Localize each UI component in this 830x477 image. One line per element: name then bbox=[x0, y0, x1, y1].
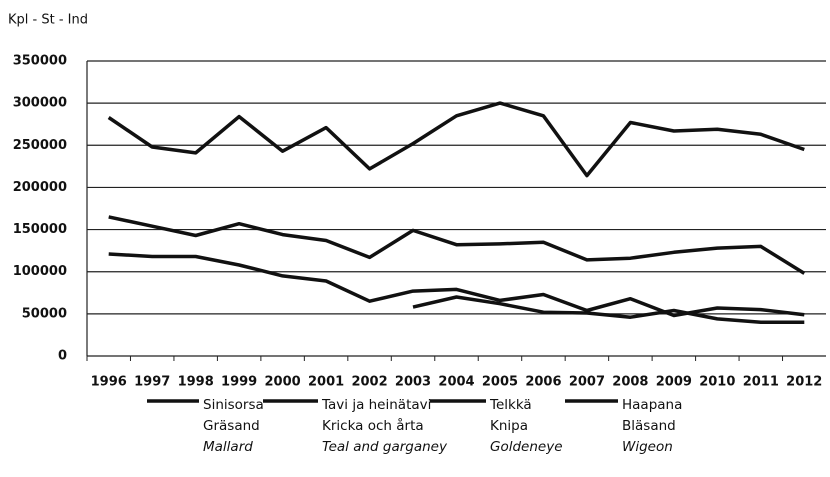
x-tick-label: 2011 bbox=[743, 375, 779, 390]
legend-label: Telkkä bbox=[489, 397, 532, 413]
legend-label-sv: Kricka och årta bbox=[322, 417, 424, 434]
legend-label-en: Mallard bbox=[203, 439, 253, 455]
legend-label: Haapana bbox=[622, 397, 682, 413]
legend-label-en: Goldeneye bbox=[490, 439, 563, 455]
series-line bbox=[412, 295, 805, 325]
legend-label-sv: Knipa bbox=[490, 418, 528, 434]
y-tick-label: 200000 bbox=[13, 180, 67, 195]
x-tick-label: 2010 bbox=[699, 375, 735, 390]
y-tick-label: 300000 bbox=[13, 96, 67, 111]
x-tick-label: 2000 bbox=[265, 375, 301, 390]
series-line bbox=[108, 252, 805, 318]
x-tick-label: 1997 bbox=[134, 375, 170, 390]
x-tick-label: 2004 bbox=[438, 375, 474, 390]
x-tick-label: 2007 bbox=[569, 375, 605, 390]
x-tick-label: 1996 bbox=[91, 375, 127, 390]
x-tick-label: 2005 bbox=[482, 375, 518, 390]
series-line bbox=[108, 215, 806, 275]
x-tick-label: 2008 bbox=[612, 375, 648, 390]
y-tick-label: 50000 bbox=[22, 306, 67, 321]
x-tick-label: 2009 bbox=[656, 375, 692, 390]
x-tick-label: 2006 bbox=[525, 375, 561, 390]
legend-label: Sinisorsa bbox=[203, 397, 264, 413]
legend-label-sv: Gräsand bbox=[203, 418, 260, 434]
y-tick-label: 350000 bbox=[13, 54, 67, 69]
legend-label-en: Wigeon bbox=[622, 439, 673, 455]
y-axis-label: Kpl - St - Ind bbox=[8, 13, 88, 28]
x-tick-label: 1998 bbox=[178, 375, 214, 390]
legend-label-en: Teal and garganey bbox=[322, 439, 448, 455]
y-tick-label: 250000 bbox=[13, 138, 67, 153]
x-tick-label: 1999 bbox=[221, 375, 257, 390]
y-tick-label: 100000 bbox=[13, 264, 67, 279]
y-tick-label: 0 bbox=[58, 349, 67, 364]
series-line bbox=[107, 101, 805, 178]
x-tick-label: 2001 bbox=[308, 375, 344, 390]
legend-label-sv: Bläsand bbox=[622, 418, 676, 434]
x-tick-label: 2003 bbox=[395, 375, 431, 390]
x-tick-label: 2012 bbox=[786, 375, 822, 390]
x-tick-label: 2002 bbox=[351, 375, 387, 390]
legend-label: Tavi ja heinätavi bbox=[321, 397, 431, 413]
y-tick-label: 150000 bbox=[13, 222, 67, 237]
